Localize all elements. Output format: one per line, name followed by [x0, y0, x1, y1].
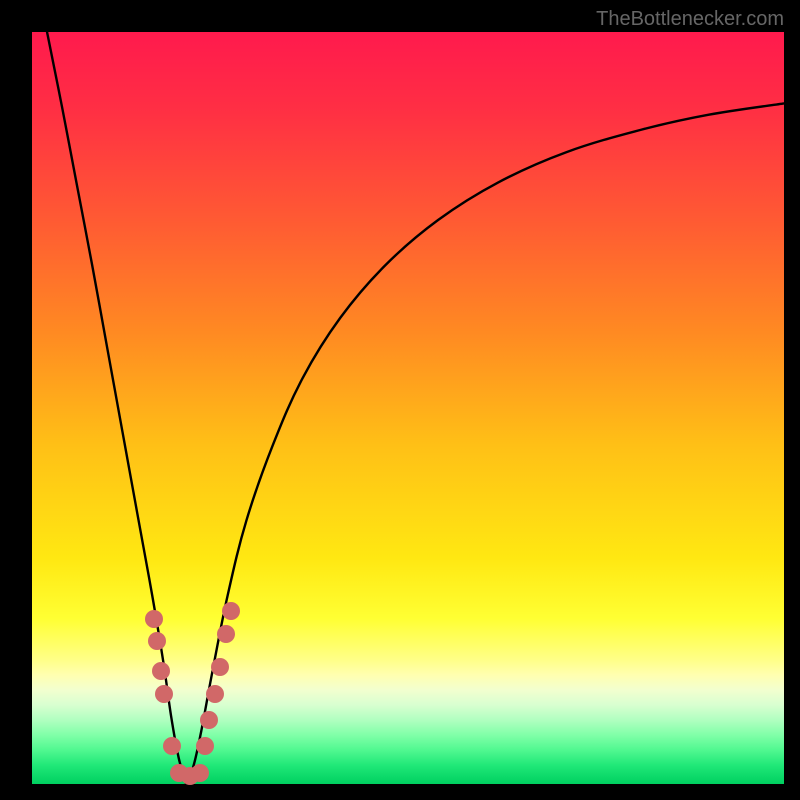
- data-marker: [222, 602, 240, 620]
- data-marker: [163, 737, 181, 755]
- data-marker: [200, 711, 218, 729]
- data-markers-layer: [32, 32, 784, 784]
- data-marker: [155, 685, 173, 703]
- watermark-text: TheBottlenecker.com: [596, 8, 784, 31]
- data-marker: [206, 685, 224, 703]
- data-marker: [211, 658, 229, 676]
- data-marker: [148, 632, 166, 650]
- data-marker: [196, 737, 214, 755]
- data-marker: [145, 610, 163, 628]
- chart-canvas: TheBottlenecker.com: [0, 0, 800, 800]
- data-marker: [191, 764, 209, 782]
- plot-area: [32, 32, 784, 784]
- data-marker: [152, 662, 170, 680]
- data-marker: [217, 625, 235, 643]
